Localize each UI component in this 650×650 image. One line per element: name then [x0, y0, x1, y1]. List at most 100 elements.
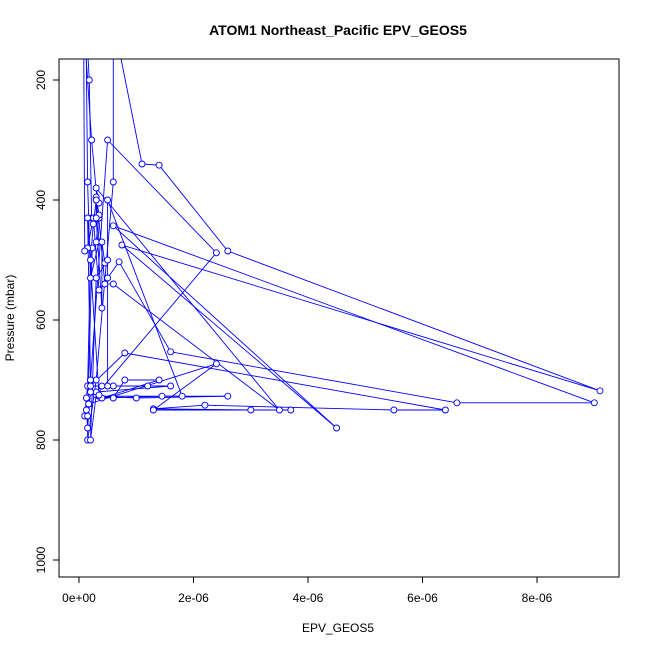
data-point — [453, 399, 461, 407]
data-point — [155, 376, 163, 384]
data-point — [92, 184, 100, 192]
data-point — [109, 280, 117, 288]
series-line-segment — [121, 244, 601, 392]
data-point — [98, 382, 106, 390]
data-point — [95, 391, 103, 399]
data-point — [104, 382, 112, 390]
data-point — [81, 247, 89, 255]
data-point — [115, 258, 123, 266]
data-point — [212, 249, 220, 257]
data-point — [87, 256, 94, 264]
data-point — [82, 394, 90, 402]
series-line-segment — [112, 225, 337, 429]
data-point — [92, 274, 100, 282]
data-point — [87, 376, 94, 384]
chart-title: ATOM1 Northeast_Pacific EPV_GEOS5 — [209, 22, 467, 38]
x-tick-label: 2e-06 — [178, 591, 209, 605]
series-line-segment — [87, 59, 90, 81]
series-line-segment — [124, 352, 446, 411]
data-point — [121, 349, 129, 357]
data-point — [158, 392, 166, 400]
y-axis-label: Pressure (mbar) — [3, 275, 17, 362]
data-point — [82, 406, 90, 414]
series-line-segment — [90, 223, 94, 261]
data-point — [109, 178, 117, 186]
data-point — [118, 241, 126, 249]
series-line-segment — [90, 139, 109, 381]
series-line-segment — [85, 59, 89, 183]
series-line-segment — [204, 404, 394, 411]
data-point — [167, 382, 175, 390]
data-point — [109, 222, 117, 230]
data-point — [92, 376, 100, 384]
data-point — [333, 424, 341, 432]
data-point — [596, 387, 604, 395]
x-tick-label: 8e-06 — [522, 591, 553, 605]
series-line-segment — [113, 283, 280, 411]
data-point — [84, 412, 92, 420]
series-line-segment — [153, 363, 217, 411]
axes: 0e+00 2e-06 4e-06 6e-06 8e-06 200 400 600 800 100… — [34, 70, 553, 605]
series-line-segment — [90, 394, 97, 441]
data-point — [144, 382, 152, 390]
data-point — [87, 388, 94, 396]
series-line-segment — [113, 225, 595, 404]
series-line-segment — [95, 187, 280, 411]
series-line-segment — [158, 164, 229, 252]
data-point — [287, 406, 295, 414]
data-point — [92, 214, 100, 222]
data-point — [275, 406, 283, 414]
series-line-segment — [83, 59, 86, 252]
data-point — [390, 406, 398, 414]
data-point — [84, 214, 92, 222]
data-point — [98, 238, 106, 246]
series-line-segment — [107, 139, 217, 254]
y-tick-label: 1000 — [34, 546, 48, 573]
data-point — [590, 399, 598, 407]
data-point — [92, 196, 100, 204]
data-point — [109, 382, 117, 390]
series-line-segment — [95, 252, 217, 396]
series-line-segment — [112, 379, 126, 399]
data-point — [92, 238, 100, 246]
series-line-segment — [118, 261, 171, 353]
data-point — [84, 178, 92, 186]
series-line-segment — [107, 199, 183, 397]
x-tick-label: 0e+00 — [62, 591, 96, 605]
data-point — [84, 424, 92, 432]
data-point — [85, 76, 93, 84]
data-point — [109, 394, 117, 402]
y-tick-label: 200 — [34, 70, 48, 90]
data-point — [87, 436, 94, 444]
data-point — [155, 161, 163, 169]
data-point — [201, 401, 209, 409]
series-line-segment — [227, 250, 601, 392]
data-point — [85, 400, 93, 408]
x-tick-label: 6e-06 — [407, 591, 438, 605]
series-line-segment — [153, 404, 205, 410]
x-axis-label: EPV_GEOS5 — [302, 621, 374, 635]
y-tick-label: 400 — [34, 190, 48, 210]
data-point — [101, 280, 109, 288]
data-point — [87, 382, 94, 390]
data-point — [104, 196, 112, 204]
x-tick-label: 4e-06 — [293, 591, 324, 605]
data-point — [247, 406, 255, 414]
data-point — [104, 274, 112, 282]
series-line-segment — [90, 277, 97, 441]
plot-area — [81, 59, 604, 444]
series-line-segment — [170, 351, 457, 404]
data-point — [132, 394, 140, 402]
data-point — [98, 304, 106, 312]
data-point — [95, 286, 103, 294]
data-point — [104, 136, 112, 144]
data-point — [89, 220, 97, 228]
data-point — [224, 247, 232, 255]
y-tick-label: 800 — [34, 430, 48, 450]
data-point — [178, 392, 186, 400]
series-line-segment — [120, 59, 143, 165]
data-point — [121, 376, 129, 384]
data-point — [167, 348, 175, 356]
